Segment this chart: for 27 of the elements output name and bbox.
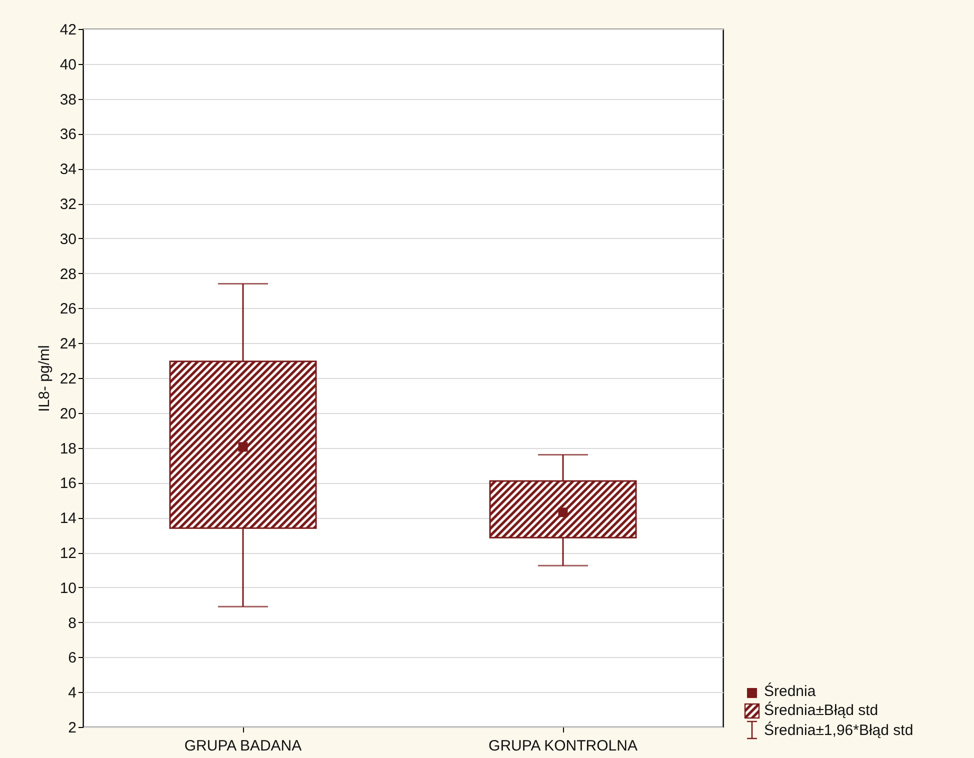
y-tick-label: 24 — [60, 336, 76, 353]
y-tick-label: 2 — [68, 720, 76, 736]
y-tick-label: 26 — [60, 300, 76, 318]
y-tick-label: 28 — [60, 266, 76, 283]
y-tick-label: 18 — [60, 440, 76, 458]
legend-label: Średnia±Błąd std — [764, 701, 878, 720]
y-tick-label: 38 — [60, 91, 76, 108]
x-tick-label: GRUPA KONTROLNA — [488, 738, 638, 754]
y-tick-label: 40 — [60, 56, 76, 74]
text: Średnia±1,96*Błąd std — [764, 720, 914, 740]
y-tick-label: 42 — [60, 22, 76, 38]
y-tick-label: 34 — [60, 161, 76, 178]
x-tick-label: GRUPA BADANA — [184, 738, 302, 754]
y-tick-label: 20 — [60, 405, 76, 422]
y-tick-label: 12 — [60, 545, 76, 562]
y-tick-label: 4 — [68, 684, 76, 702]
text: Średnia — [764, 682, 816, 701]
y-tick-label: 16 — [60, 475, 76, 492]
y-tick-label: 10 — [60, 580, 76, 597]
y-tick-label: 30 — [60, 230, 76, 248]
y-tick-label: 14 — [60, 510, 76, 528]
y-tick-label: 32 — [60, 196, 76, 213]
y-axis-title: IL8- pg/ml — [36, 345, 53, 412]
y-tick-label: 22 — [60, 370, 76, 388]
y-tick-label: 36 — [60, 126, 76, 144]
y-tick-label: 8 — [68, 614, 76, 632]
y-tick-label: 6 — [68, 650, 76, 667]
